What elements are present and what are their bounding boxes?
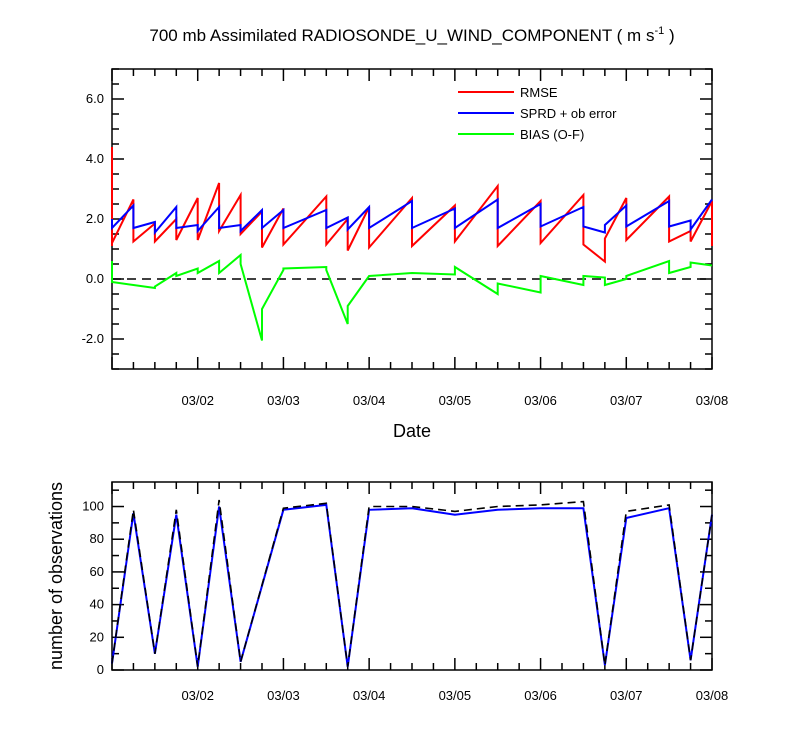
y-tick-label: 2.0 — [86, 211, 104, 226]
series-line-bias-o-f — [111, 252, 713, 341]
x-tick-label: 03/02 — [181, 393, 214, 408]
x-tick-label: 03/05 — [439, 688, 472, 703]
top-panel: 03/02 03/03 03/04 03/05 03/06 03/07 03/08 -2.0 0… — [82, 68, 729, 441]
chart-title-superscript: -1 — [654, 25, 664, 37]
x-tick-label: 03/08 — [696, 688, 729, 703]
y-tick-label: 100 — [82, 499, 104, 514]
x-tick-label: 03/07 — [610, 393, 643, 408]
x-tick-label: 03/03 — [267, 688, 300, 703]
legend-label: BIAS (O-F) — [520, 127, 584, 142]
y-tick-label: 20 — [90, 629, 104, 644]
x-tick-label: 03/06 — [524, 393, 557, 408]
chart-title-close: ) — [664, 26, 674, 45]
x-tick-label: 03/05 — [439, 393, 472, 408]
y-tick-label: 40 — [90, 597, 104, 612]
x-tick-label: 03/04 — [353, 688, 386, 703]
y-axis-label: number of observations — [46, 482, 66, 670]
bottom-panel: 03/02 03/03 03/04 03/05 03/06 03/07 03/08 0 20 40… — [46, 481, 729, 703]
x-axis-label: Date — [393, 421, 431, 441]
series-line-sprd-ob-error — [111, 197, 713, 236]
chart-title: 700 mb Assimilated RADIOSONDE_U_WIND_COM… — [149, 25, 674, 45]
x-tick-label: 03/07 — [610, 688, 643, 703]
x-tick-label: 03/08 — [696, 393, 729, 408]
y-tick-label: 6.0 — [86, 91, 104, 106]
y-tick-label: 60 — [90, 564, 104, 579]
legend-label: RMSE — [520, 85, 558, 100]
y-tick-label: 0.0 — [86, 271, 104, 286]
y-tick-label: 80 — [90, 531, 104, 546]
x-tick-label: 03/02 — [181, 688, 214, 703]
x-tick-label: 03/04 — [353, 393, 386, 408]
chart-title-main: 700 mb Assimilated RADIOSONDE_U_WIND_COM… — [149, 26, 654, 45]
y-tick-label: 0 — [97, 662, 104, 677]
legend-label: SPRD + ob error — [520, 106, 617, 121]
x-tick-label: 03/03 — [267, 393, 300, 408]
series-line-obs-used — [111, 503, 713, 667]
y-tick-label: -2.0 — [82, 331, 104, 346]
series-line-obs-possible — [111, 499, 713, 667]
y-tick-label: 4.0 — [86, 151, 104, 166]
x-tick-label: 03/06 — [524, 688, 557, 703]
